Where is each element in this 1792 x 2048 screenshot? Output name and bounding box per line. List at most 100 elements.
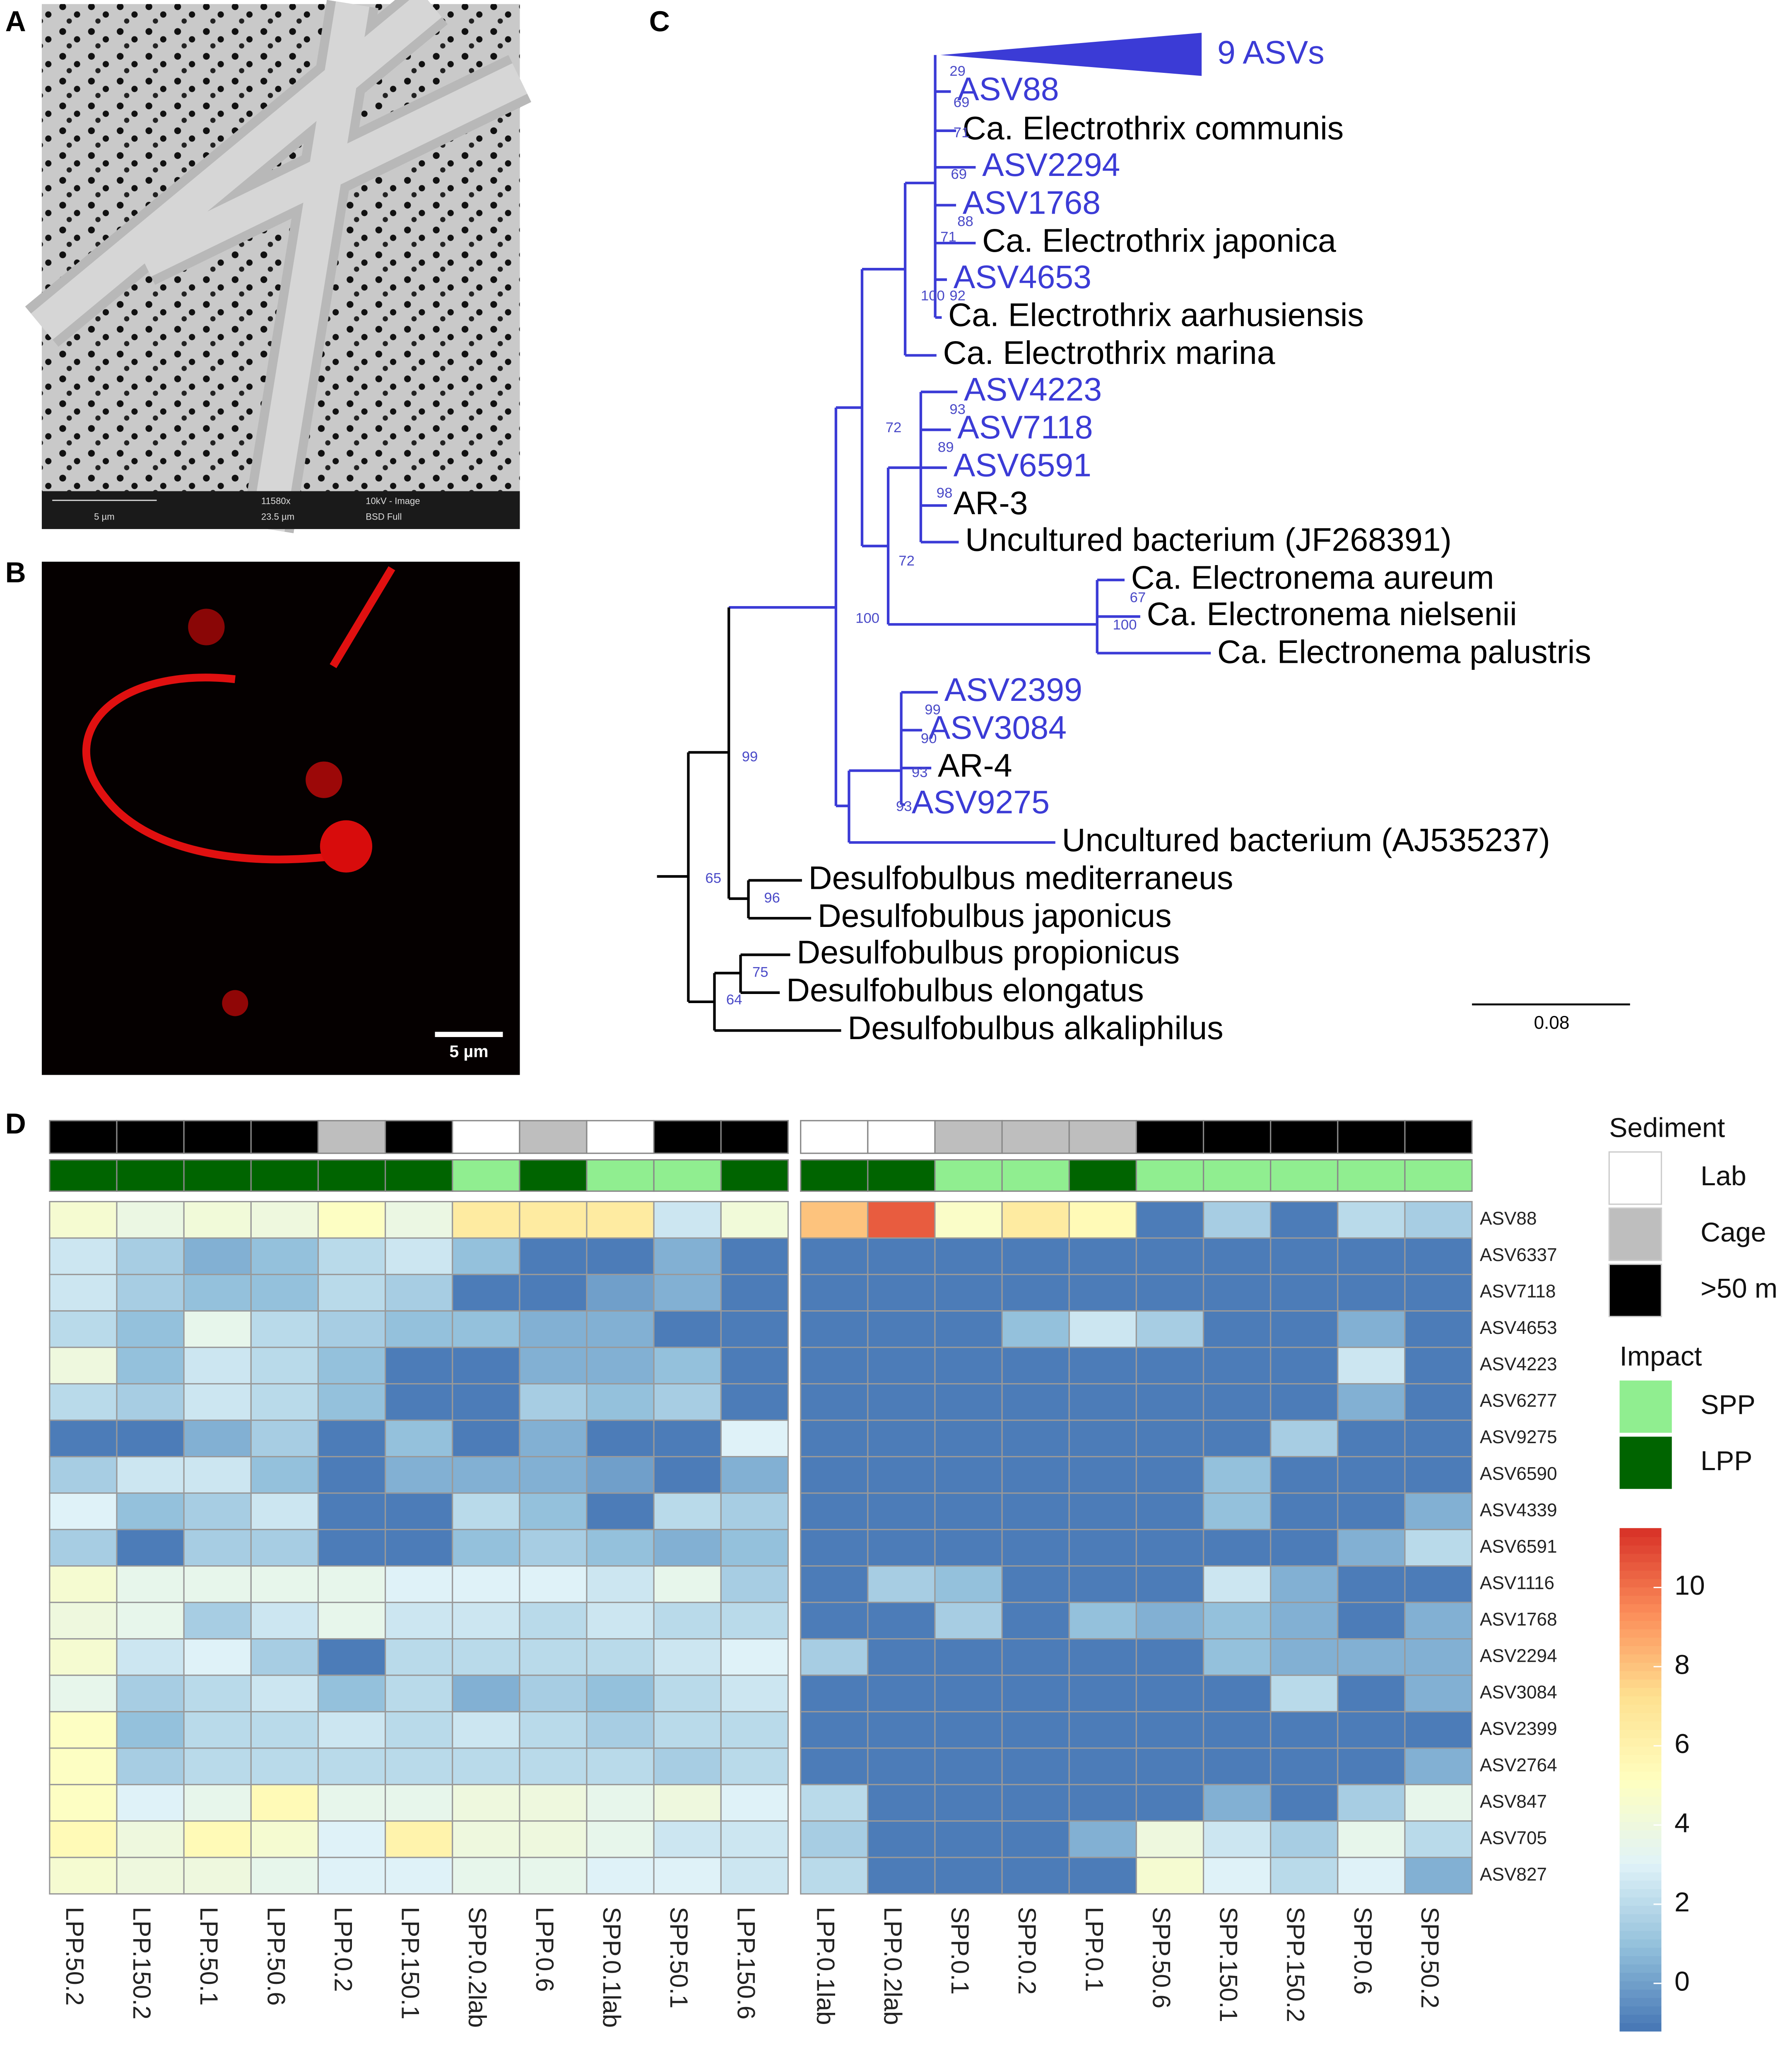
heat-cell: [1135, 1420, 1204, 1458]
heat-cell: [1270, 1420, 1339, 1458]
heat-cell: [317, 1201, 386, 1239]
heat-cell: [1135, 1310, 1204, 1348]
heat-cell: [800, 1638, 869, 1676]
heat-cell: [867, 1711, 936, 1749]
tree-branch: [657, 607, 841, 1032]
heat-cell: [586, 1273, 655, 1312]
heat-cell: [1135, 1711, 1204, 1749]
heat-cell: [317, 1273, 386, 1312]
heat-cell: [1135, 1638, 1204, 1676]
sem-text: 10kV - Image: [366, 496, 420, 506]
heat-cell: [934, 1201, 1003, 1239]
sediment-cell: [586, 1120, 655, 1154]
heat-cell: [1270, 1675, 1339, 1713]
bootstrap: 88: [957, 214, 973, 229]
heat-cell: [586, 1675, 655, 1713]
heat-cell: [385, 1857, 453, 1895]
heat-cell: [250, 1602, 319, 1640]
heat-cell: [1337, 1711, 1406, 1749]
impact-cell: [867, 1159, 936, 1192]
heat-cell: [519, 1820, 588, 1858]
heat-cell: [385, 1383, 453, 1421]
heat-cell: [183, 1602, 252, 1640]
panel-label: C: [649, 5, 670, 37]
column-label: LPP.50.2: [61, 1907, 89, 2006]
tip-label: Ca. Electronema aureum: [1131, 559, 1494, 596]
heat-cell: [183, 1820, 252, 1858]
heat-cell: [800, 1201, 869, 1239]
heat-cell: [1135, 1492, 1204, 1531]
heat-cell: [586, 1747, 655, 1786]
sediment-cell: [49, 1120, 118, 1154]
colorbar-segment: [1619, 1905, 1662, 1914]
heat-cell: [934, 1602, 1003, 1640]
heat-cell: [934, 1820, 1003, 1858]
heat-cell: [1337, 1456, 1406, 1494]
bootstrap: 72: [886, 420, 902, 436]
colorbar-label: 0: [1674, 1966, 1690, 1997]
heat-cell: [586, 1383, 655, 1421]
heat-cell: [1135, 1237, 1204, 1275]
heat-cell: [1270, 1784, 1339, 1822]
bootstrap: 89: [938, 440, 954, 455]
colorbar-segment: [1619, 1972, 1662, 1981]
heat-cell: [1001, 1747, 1070, 1786]
heat-cell: [1270, 1456, 1339, 1494]
heat-cell: [867, 1456, 936, 1494]
heat-cell: [250, 1857, 319, 1895]
bootstrap: 98: [937, 485, 953, 501]
heat-cell: [1001, 1383, 1070, 1421]
heat-cell: [653, 1529, 722, 1567]
tip-label: ASV7118: [957, 409, 1093, 445]
heat-cell: [49, 1346, 118, 1385]
heat-cell: [1202, 1383, 1272, 1421]
column-label: SPP.0.2lab: [464, 1907, 491, 2028]
heat-cell: [1001, 1675, 1070, 1713]
heat-cell: [183, 1201, 252, 1239]
heat-cell: [519, 1492, 588, 1531]
heat-cell: [519, 1565, 588, 1603]
sediment-cell: [1337, 1120, 1406, 1154]
heat-cell: [49, 1857, 118, 1895]
impact-cell: [720, 1159, 789, 1192]
heat-cell: [653, 1346, 722, 1385]
heat-cell: [1404, 1784, 1473, 1822]
colorbar-segment: [1619, 1913, 1662, 1923]
tip-label: Ca. Electronema palustris: [1217, 634, 1591, 670]
heat-cell: [317, 1565, 386, 1603]
colorbar-segment: [1619, 1553, 1662, 1562]
heat-cell: [1135, 1346, 1204, 1385]
heat-cell: [317, 1492, 386, 1531]
heat-cell: [720, 1565, 789, 1603]
heat-cell: [586, 1237, 655, 1275]
impact-cell: [183, 1159, 252, 1192]
heat-cell: [1404, 1711, 1473, 1749]
heat-cell: [720, 1310, 789, 1348]
heat-cell: [800, 1383, 869, 1421]
sem-text: BSD Full: [366, 511, 402, 522]
heat-cell: [800, 1273, 869, 1312]
colorbar-segment: [1619, 1687, 1662, 1697]
column-label: SPP.0.2: [1013, 1907, 1041, 1995]
heat-cell: [317, 1711, 386, 1749]
heat-cell: [317, 1456, 386, 1494]
colorbar-segment: [1619, 1855, 1662, 1864]
heat-cell: [1337, 1201, 1406, 1239]
bootstrap: 96: [764, 890, 780, 906]
column-label: LPP.0.2lab: [879, 1907, 907, 2025]
sediment-cell: [116, 1120, 185, 1154]
heat-cell: [720, 1857, 789, 1895]
colorbar-segment: [1619, 1788, 1662, 1797]
heat-cell: [653, 1857, 722, 1895]
tip-label: ASV2399: [944, 671, 1082, 708]
heat-cell: [183, 1420, 252, 1458]
bootstrap: 99: [925, 702, 941, 718]
heat-cell: [586, 1820, 655, 1858]
heat-cell: [1404, 1310, 1473, 1348]
heat-cell: [1001, 1237, 1070, 1275]
bootstrap: 93: [896, 799, 912, 814]
heat-cell: [1135, 1565, 1204, 1603]
impact-cell: [1270, 1159, 1339, 1192]
heat-cell: [800, 1565, 869, 1603]
heat-cell: [867, 1602, 936, 1640]
